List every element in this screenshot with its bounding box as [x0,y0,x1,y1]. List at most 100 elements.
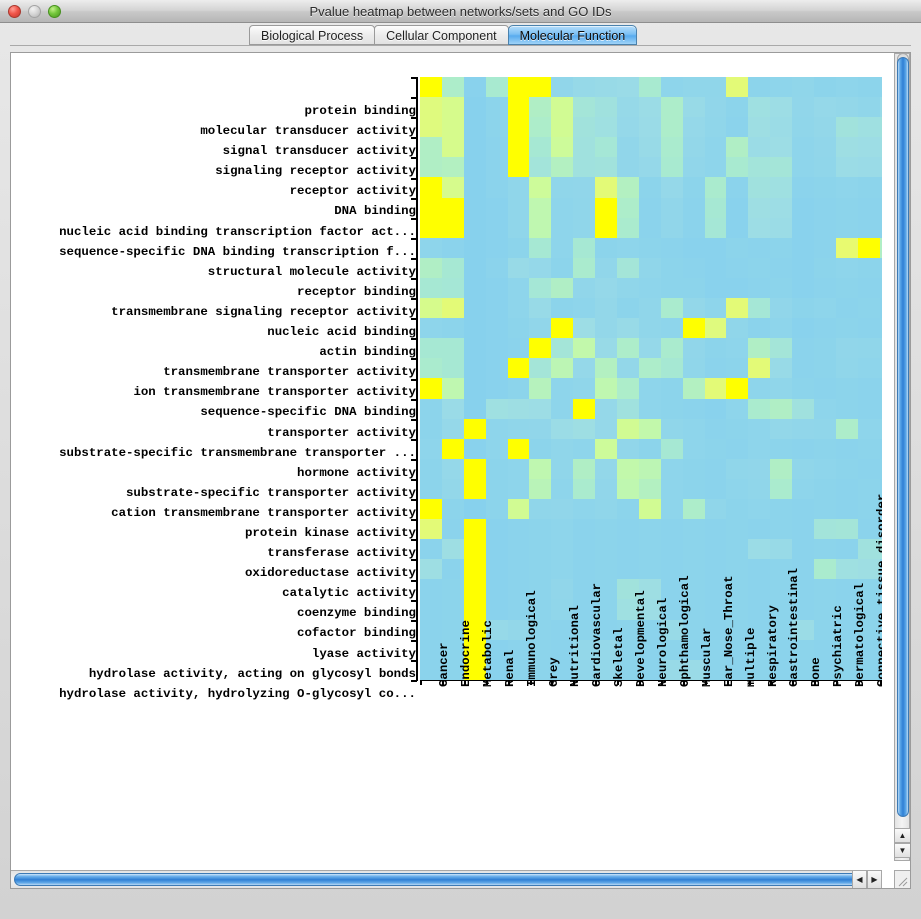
heatmap-cell[interactable] [770,438,793,459]
heatmap-cell[interactable] [529,639,552,660]
heatmap-cell[interactable] [507,137,530,158]
heatmap-cell[interactable] [682,659,705,680]
heatmap-cell[interactable] [529,157,552,178]
heatmap-cell[interactable] [726,519,749,540]
heatmap-cell[interactable] [507,458,530,479]
heatmap-cell[interactable] [573,298,596,319]
heatmap-cell[interactable] [682,458,705,479]
heatmap-cell[interactable] [682,77,705,98]
heatmap-cell[interactable] [770,137,793,158]
heatmap-cell[interactable] [792,559,815,580]
heatmap-cell[interactable] [704,277,727,299]
heatmap-cell[interactable] [682,97,705,118]
heatmap-cell[interactable] [573,639,596,660]
heatmap-cell[interactable] [420,398,442,419]
heatmap-cell[interactable] [507,478,530,499]
heatmap-cell[interactable] [835,458,858,479]
heatmap-cell[interactable] [748,398,771,419]
heatmap-cell[interactable] [857,418,880,439]
heatmap-cell[interactable] [463,358,486,379]
heatmap-cell[interactable] [704,398,727,419]
heatmap-cell[interactable] [573,418,596,439]
heatmap-cell[interactable] [792,418,815,439]
heatmap-cell[interactable] [617,257,639,278]
heatmap-cell[interactable] [792,338,815,359]
heatmap-cell[interactable] [748,298,771,319]
heatmap-cell[interactable] [879,659,882,680]
heatmap-cell[interactable] [617,318,639,339]
heatmap-cell[interactable] [660,117,683,138]
heatmap-cell[interactable] [573,237,596,258]
heatmap-cell[interactable] [573,559,596,580]
heatmap-cell[interactable] [551,378,574,399]
heatmap-cell[interactable] [617,418,639,439]
heatmap-cell[interactable] [857,137,880,158]
heatmap-cell[interactable] [485,237,508,258]
heatmap-cell[interactable] [638,438,661,459]
heatmap-cell[interactable] [638,659,661,680]
heatmap-cell[interactable] [879,619,882,640]
heatmap-cell[interactable] [879,519,882,540]
heatmap-cell[interactable] [704,97,727,118]
heatmap-cell[interactable] [792,639,815,660]
heatmap-cell[interactable] [748,137,771,158]
heatmap-cell[interactable] [879,318,882,339]
vertical-scroll-thumb[interactable] [897,57,909,817]
heatmap-cell[interactable] [617,458,639,479]
heatmap-cell[interactable] [879,438,882,459]
heatmap-cell[interactable] [573,619,596,640]
heatmap-cell[interactable] [726,498,749,520]
heatmap-cell[interactable] [420,619,442,640]
heatmap-cell[interactable] [835,579,858,600]
heatmap-cell[interactable] [463,277,486,299]
heatmap-cell[interactable] [485,619,508,640]
heatmap-cell[interactable] [704,539,727,560]
heatmap-cell[interactable] [507,639,530,660]
heatmap-cell[interactable] [551,478,574,499]
heatmap-cell[interactable] [682,519,705,540]
heatmap-cell[interactable] [726,298,749,319]
heatmap-cell[interactable] [879,298,882,319]
heatmap-cell[interactable] [770,478,793,499]
heatmap-cell[interactable] [573,338,596,359]
heatmap-cell[interactable] [529,659,552,680]
vertical-scroll-arrows[interactable]: ▲ ▼ [894,828,910,858]
heatmap-cell[interactable] [617,539,639,560]
heatmap-cell[interactable] [529,318,552,339]
heatmap-cell[interactable] [792,599,815,620]
heatmap-cell[interactable] [420,217,442,238]
heatmap-cell[interactable] [551,197,574,218]
heatmap-cell[interactable] [529,177,552,198]
heatmap-cell[interactable] [792,277,815,299]
heatmap-cell[interactable] [704,117,727,138]
heatmap-cell[interactable] [857,498,880,520]
heatmap-cell[interactable] [507,599,530,620]
heatmap-cell[interactable] [857,97,880,118]
heatmap-cell[interactable] [814,659,836,680]
heatmap-cell[interactable] [463,257,486,278]
heatmap-cell[interactable] [529,519,552,540]
heatmap-cell[interactable] [660,237,683,258]
heatmap-cell[interactable] [507,619,530,640]
heatmap-cell[interactable] [638,478,661,499]
heatmap-cell[interactable] [485,318,508,339]
heatmap-cell[interactable] [573,398,596,419]
heatmap-cell[interactable] [551,177,574,198]
heatmap-cell[interactable] [420,378,442,399]
heatmap-cell[interactable] [879,639,882,660]
heatmap-cell[interactable] [617,579,639,600]
heatmap-cell[interactable] [660,257,683,278]
heatmap-cell[interactable] [595,217,618,238]
heatmap-cell[interactable] [814,237,836,258]
heatmap-cell[interactable] [879,277,882,299]
heatmap-cell[interactable] [704,197,727,218]
heatmap-cell[interactable] [857,277,880,299]
heatmap-cell[interactable] [814,519,836,540]
heatmap-cell[interactable] [704,458,727,479]
heatmap-cell[interactable] [507,519,530,540]
heatmap-cell[interactable] [857,539,880,560]
heatmap-cell[interactable] [748,177,771,198]
heatmap-cell[interactable] [420,298,442,319]
heatmap-cell[interactable] [857,177,880,198]
heatmap-cell[interactable] [551,398,574,419]
